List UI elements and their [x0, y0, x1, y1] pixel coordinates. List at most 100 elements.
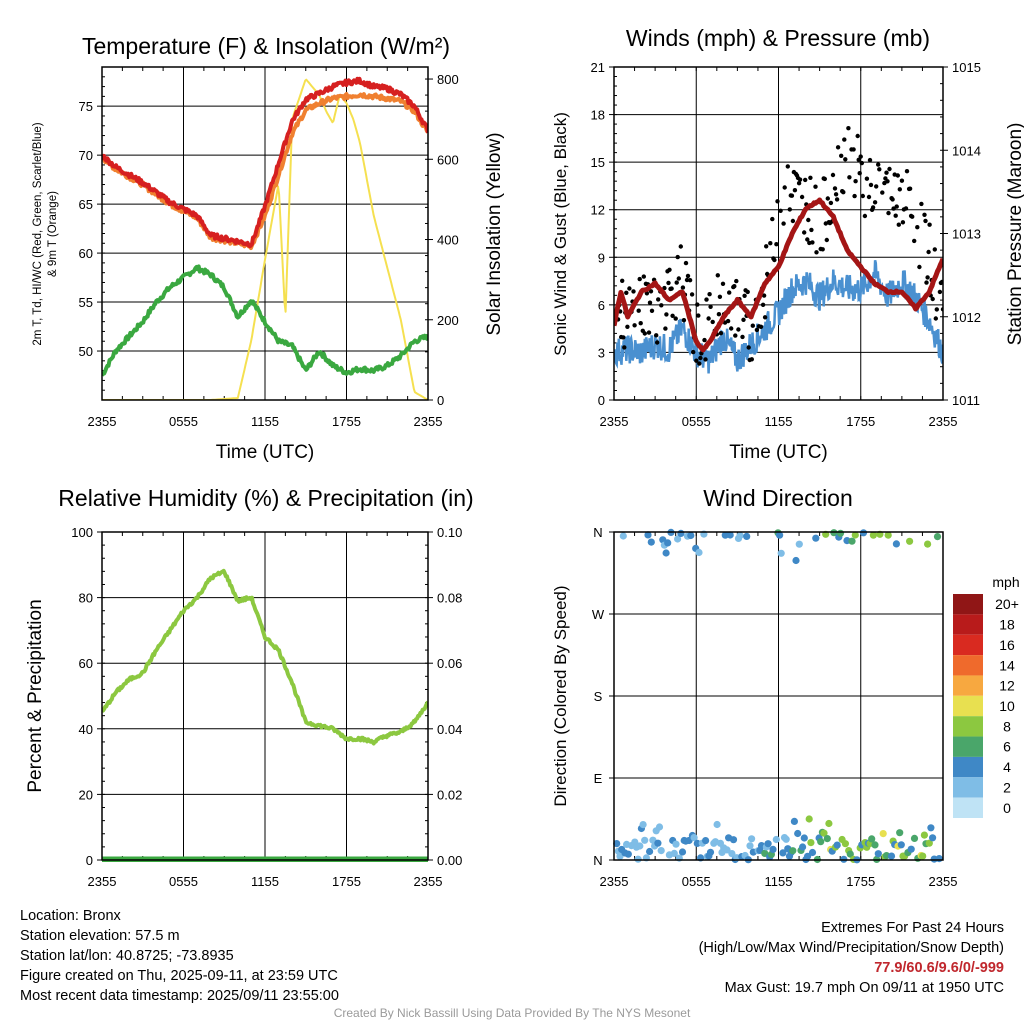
y-axis-label-right: Solar Insolation (Yellow) — [484, 132, 505, 335]
series-line-solar-insolation — [102, 78, 428, 400]
legend-label: 18 — [999, 617, 1015, 633]
y-right-tick-label: 0.02 — [437, 787, 462, 802]
x-axis-label: Time (UTC) — [729, 442, 828, 463]
extremes-subtitle: (High/Low/Max Wind/Precipitation/Snow De… — [698, 940, 1004, 956]
y-tick-label: 75 — [79, 99, 93, 114]
direction-point — [674, 535, 682, 543]
gust-point — [893, 213, 898, 218]
panel-2: 0 3 6 9 12 15 18 21 1011 1012 1013 1014 1015 2355 0555… — [551, 25, 1024, 463]
x-tick-label: 2355 — [414, 414, 443, 429]
x-tick-label: 2355 — [929, 874, 958, 889]
gust-point — [926, 249, 931, 255]
gust-point — [624, 290, 629, 295]
panel-title: Winds (mph) & Pressure (mb) — [626, 25, 930, 51]
gust-point — [689, 292, 695, 297]
gust-point — [768, 241, 773, 246]
gust-point — [620, 278, 625, 283]
direction-point — [929, 834, 937, 842]
gust-point — [664, 312, 669, 317]
direction-point — [772, 835, 780, 844]
legend-label: 14 — [999, 657, 1015, 673]
legend-swatch — [953, 695, 983, 717]
plot-frame — [613, 66, 944, 401]
gust-point — [775, 199, 780, 204]
legend-label: 6 — [1003, 739, 1011, 755]
y-tick-label: 0 — [86, 853, 93, 868]
gust-point — [910, 214, 915, 219]
direction-point — [892, 540, 901, 548]
panel-1: 50 55 60 65 70 75 0 200 400 600 800 2355 0555 1155 175… — [32, 33, 505, 463]
gust-point — [716, 312, 722, 317]
gust-point — [806, 217, 811, 223]
gust-point — [894, 204, 899, 209]
gust-point — [622, 345, 627, 350]
legend-swatch — [953, 634, 983, 656]
panel-title: Temperature (F) & Insolation (W/m²) — [82, 33, 450, 59]
gust-point — [646, 330, 652, 335]
gust-point — [923, 218, 928, 224]
max-gust-text: Max Gust: 19.7 mph On 09/11 at 1950 UTC — [724, 980, 1004, 996]
gust-point — [828, 200, 834, 206]
x-axis-label: Time (UTC) — [216, 442, 315, 463]
gust-point — [799, 194, 805, 200]
direction-point — [672, 840, 680, 848]
x-tick-label: 2355 — [414, 874, 443, 889]
gust-point — [698, 355, 703, 361]
gust-point — [782, 185, 787, 190]
gust-point — [715, 273, 720, 278]
legend-swatch — [953, 777, 983, 798]
direction-point — [869, 531, 878, 539]
gust-point — [694, 358, 699, 363]
direction-point — [833, 841, 841, 849]
gust-point — [899, 178, 905, 183]
gust-point — [857, 171, 862, 176]
extremes-values: 77.9/60.6/9.6/0/-999 — [874, 960, 1004, 976]
direction-point — [841, 840, 850, 848]
gust-point — [853, 179, 858, 184]
gust-point — [917, 264, 922, 270]
gust-point — [663, 326, 668, 331]
gust-point — [631, 289, 636, 294]
gust-point — [862, 213, 868, 219]
gust-point — [678, 244, 683, 249]
gust-point — [670, 313, 675, 318]
gust-point — [740, 334, 745, 340]
gust-point — [915, 225, 920, 230]
direction-point — [879, 830, 887, 838]
y-right-tick-label: 800 — [437, 72, 459, 87]
gust-point — [842, 137, 847, 142]
gust-point — [846, 126, 851, 131]
direction-point — [812, 534, 820, 542]
gust-point — [683, 260, 689, 266]
gust-point — [625, 324, 630, 329]
gust-point — [880, 190, 885, 195]
direction-point — [789, 847, 797, 855]
legend-swatch — [953, 675, 983, 696]
x-tick-label: 2355 — [600, 874, 629, 889]
gust-point — [903, 206, 909, 211]
y-tick-label: 60 — [79, 246, 93, 261]
direction-point — [624, 850, 632, 858]
y-right-tick-label: 0.04 — [437, 722, 462, 737]
y-right-tick-label: 1011 — [952, 393, 980, 408]
y-tick-label: 15 — [591, 155, 605, 170]
gust-point — [839, 153, 844, 158]
speed-legend: mph 20+ 18 16 14 12 10 8 6 4 2 0 — [953, 574, 1020, 818]
y-tick-label: 20 — [79, 787, 93, 802]
gust-point — [814, 250, 819, 255]
gust-point — [813, 184, 818, 189]
legend-label: 16 — [999, 637, 1015, 653]
y-axis-label-right: Station Pressure (Maroon) — [1005, 123, 1024, 346]
legend-label: 10 — [999, 698, 1015, 714]
gust-point — [830, 172, 836, 178]
gust-point — [762, 315, 768, 320]
direction-point — [919, 852, 927, 860]
y-tick-label: 70 — [79, 148, 93, 163]
gust-point — [673, 316, 678, 321]
gust-point — [787, 207, 792, 212]
gust-point — [669, 286, 674, 291]
direction-point — [795, 540, 803, 548]
gust-point — [764, 244, 769, 249]
direction-point — [646, 847, 654, 856]
